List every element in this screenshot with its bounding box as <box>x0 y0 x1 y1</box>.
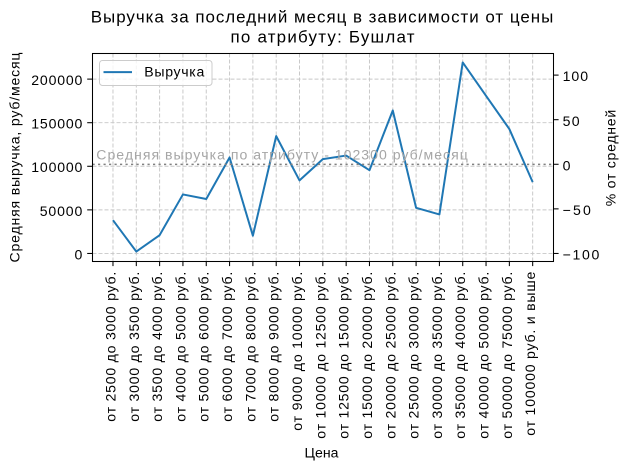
svg-text:от 12500 до 15000 руб.: от 12500 до 15000 руб. <box>336 272 352 439</box>
svg-text:по атрибуту: Бушлат: по атрибуту: Бушлат <box>231 28 415 47</box>
svg-text:Выручка за последний месяц в з: Выручка за последний месяц в зависимости… <box>91 8 554 27</box>
svg-text:100000: 100000 <box>31 159 82 175</box>
svg-text:200000: 200000 <box>31 72 82 88</box>
svg-text:от 7000 до 8000 руб.: от 7000 до 8000 руб. <box>242 272 258 422</box>
svg-text:150000: 150000 <box>31 116 82 132</box>
svg-text:от 35000 до 40000 руб.: от 35000 до 40000 руб. <box>452 272 468 439</box>
svg-text:50: 50 <box>563 113 580 129</box>
svg-text:Средняя выручка по атрибуту -: Средняя выручка по атрибуту - 102300 руб… <box>96 147 468 163</box>
svg-text:Средняя выручка, руб/месяц: Средняя выручка, руб/месяц <box>6 52 22 262</box>
svg-text:от 20000 до 25000 руб.: от 20000 до 25000 руб. <box>382 272 398 439</box>
svg-text:от 9000 до 10000 руб.: от 9000 до 10000 руб. <box>289 272 305 431</box>
svg-text:−100: −100 <box>563 247 600 263</box>
svg-text:от 6000 до 7000 руб.: от 6000 до 7000 руб. <box>219 272 235 422</box>
svg-text:от 25000 до 30000 руб.: от 25000 до 30000 руб. <box>406 272 422 439</box>
svg-text:от 50000 до 75000 руб.: от 50000 до 75000 руб. <box>499 272 515 439</box>
svg-text:от 40000 до 50000 руб.: от 40000 до 50000 руб. <box>476 272 492 439</box>
svg-text:% от средней: % от средней <box>602 110 618 207</box>
svg-text:от 5000 до 6000 руб.: от 5000 до 6000 руб. <box>196 272 212 422</box>
svg-text:от 30000 до 35000 руб.: от 30000 до 35000 руб. <box>429 272 445 439</box>
svg-text:от 3500 до 4000 руб.: от 3500 до 4000 руб. <box>149 272 165 422</box>
svg-text:от 10000 до 12500 руб.: от 10000 до 12500 руб. <box>312 272 328 439</box>
svg-text:100: 100 <box>563 68 589 84</box>
svg-text:0: 0 <box>563 157 571 173</box>
svg-text:от 3000 до 3500 руб.: от 3000 до 3500 руб. <box>126 272 142 422</box>
svg-text:Выручка: Выручка <box>144 64 204 80</box>
svg-text:от 100000 руб. и выше: от 100000 руб. и выше <box>522 272 538 436</box>
svg-text:0: 0 <box>74 246 82 262</box>
svg-text:50000: 50000 <box>40 203 83 219</box>
svg-text:−50: −50 <box>563 202 591 218</box>
svg-text:от 8000 до 9000 руб.: от 8000 до 9000 руб. <box>266 272 282 422</box>
svg-text:от 2500 до 3000 руб.: от 2500 до 3000 руб. <box>102 272 118 422</box>
svg-text:от 15000 до 20000 руб.: от 15000 до 20000 руб. <box>359 272 375 439</box>
svg-text:от 4000 до 5000 руб.: от 4000 до 5000 руб. <box>172 272 188 422</box>
svg-text:Цена: Цена <box>305 445 339 461</box>
